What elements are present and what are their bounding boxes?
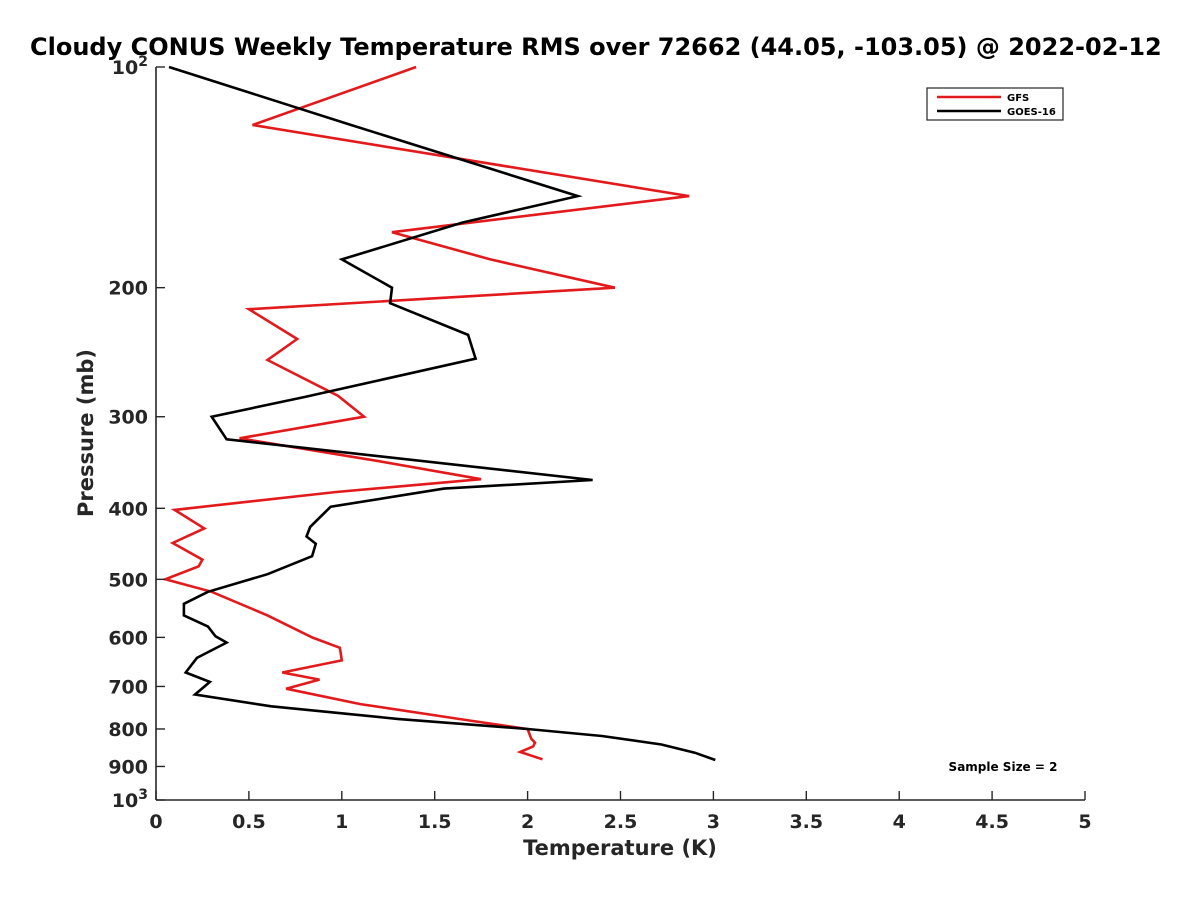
y-tick-label: 102 — [112, 54, 148, 79]
x-tick-label: 1 — [335, 811, 348, 833]
y-tick-label: 400 — [108, 498, 148, 520]
legend: GFS GOES-16 — [926, 87, 1064, 121]
legend-label: GFS — [1007, 93, 1029, 104]
x-tick-label: 3 — [707, 811, 720, 833]
series-line-goes-16 — [168, 65, 716, 762]
chart-title: Cloudy CONUS Weekly Temperature RMS over… — [30, 33, 1162, 61]
x-tick-label: 3.5 — [789, 811, 823, 833]
y-tick-label: 600 — [108, 627, 148, 649]
y-tick-label: 500 — [108, 569, 148, 591]
x-tick-label: 4.5 — [975, 811, 1009, 833]
legend-label: GOES-16 — [1007, 107, 1056, 118]
x-tick-label: 1.5 — [418, 811, 452, 833]
y-tick-label: 700 — [108, 676, 148, 698]
y-tick-label: 200 — [108, 278, 148, 300]
sample-size-annotation: Sample Size = 2 — [949, 760, 1058, 774]
x-tick-label: 0 — [149, 811, 162, 833]
x-tick-label: 2 — [521, 811, 534, 833]
y-tick-label: 800 — [108, 719, 148, 741]
series-line-gfs — [161, 65, 690, 761]
y-ticks: 102 200 300 400 500 600 700 800 900 103 — [108, 54, 165, 812]
y-tick-label: 300 — [108, 407, 148, 429]
legend-box — [926, 87, 1064, 121]
x-ticks: 0 0.5 1 1.5 2 2.5 3 3.5 4 4.5 5 — [149, 791, 1092, 833]
x-tick-label: 2.5 — [604, 811, 638, 833]
x-tick-label: 5 — [1078, 811, 1091, 833]
y-axis-label: Pressure (mb) — [74, 349, 98, 517]
y-tick-label: 103 — [112, 787, 148, 812]
x-axis-label: Temperature (K) — [523, 836, 717, 860]
x-tick-label: 4 — [893, 811, 906, 833]
plot-series — [161, 65, 716, 762]
y-tick-label: 900 — [108, 756, 148, 778]
x-tick-label: 0.5 — [232, 811, 266, 833]
